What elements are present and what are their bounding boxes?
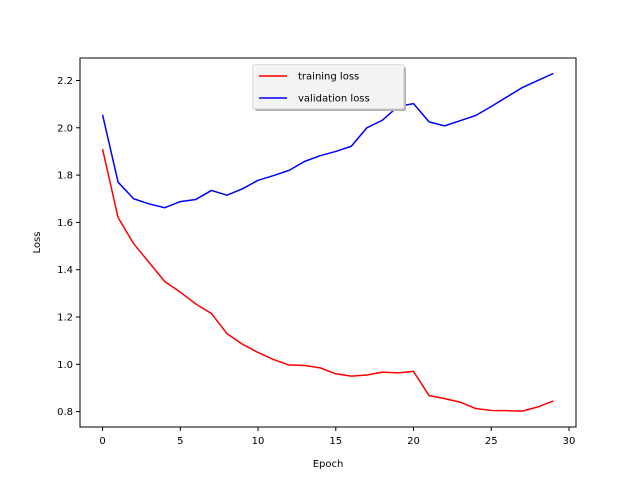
y-tick-label: 1.6: [57, 218, 73, 229]
series-line-training-loss: [101, 148, 554, 412]
x-tick-label: 20: [407, 436, 420, 447]
series-line-validation-loss: [101, 72, 554, 209]
legend-label: training loss: [298, 72, 359, 83]
y-tick-label: 1.2: [57, 313, 73, 324]
y-tick-label: 0.8: [57, 407, 73, 418]
x-axis-label: Epoch: [313, 459, 344, 470]
y-axis-label: Loss: [32, 232, 43, 254]
x-tick-label: 30: [563, 436, 576, 447]
legend-box: [252, 64, 405, 110]
plot-area-frame: [79, 57, 577, 428]
x-tick-label: 25: [485, 436, 498, 447]
y-tick-label: 2.0: [57, 123, 73, 134]
x-tick-label: 5: [177, 436, 183, 447]
y-tick-label: 1.0: [57, 360, 73, 371]
legend-label: validation loss: [298, 94, 370, 105]
y-axis-ticks: 0.8 1.0 1.2 1.4 1.6 1.8 2.0 2.2: [57, 76, 80, 418]
x-axis-ticks: 0 5 10 15 20 25 30: [99, 427, 575, 447]
legend: training loss validation loss: [252, 64, 406, 111]
series-lines: [101, 72, 554, 412]
x-tick-label: 10: [252, 436, 265, 447]
y-tick-label: 1.8: [57, 171, 73, 182]
x-tick-label: 15: [329, 436, 342, 447]
y-tick-label: 2.2: [57, 76, 73, 87]
x-tick-label: 0: [99, 436, 105, 447]
y-tick-label: 1.4: [57, 265, 73, 276]
